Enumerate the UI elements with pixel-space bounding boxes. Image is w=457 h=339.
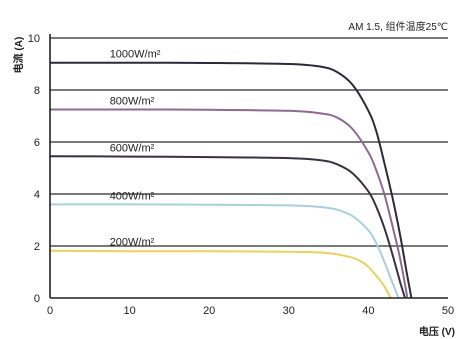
series-line-0 bbox=[50, 63, 411, 298]
x-tick-label: 30 bbox=[283, 305, 295, 317]
series-label-4: 200W/m² bbox=[110, 237, 155, 249]
x-tick-label: 40 bbox=[362, 305, 374, 317]
y-tick-label: 8 bbox=[34, 85, 40, 97]
x-tick-label: 0 bbox=[47, 305, 53, 317]
series-label-1: 800W/m² bbox=[110, 96, 155, 108]
y-tick-label: 2 bbox=[34, 241, 40, 253]
series-line-2 bbox=[50, 156, 405, 298]
x-axis-title: 电压 (V) bbox=[419, 325, 455, 338]
y-tick-label: 10 bbox=[28, 33, 40, 45]
series-line-4 bbox=[50, 251, 391, 298]
chart-annotation: AM 1.5, 组件温度25℃ bbox=[348, 20, 448, 33]
x-tick-label: 10 bbox=[123, 305, 135, 317]
y-tick-label: 6 bbox=[34, 137, 40, 149]
x-tick-label: 50 bbox=[442, 305, 454, 317]
series-label-2: 600W/m² bbox=[110, 142, 155, 154]
x-tick-label: 20 bbox=[203, 305, 215, 317]
y-tick-label: 0 bbox=[34, 293, 40, 305]
y-tick-label: 4 bbox=[34, 189, 40, 201]
series-label-3: 400W/m² bbox=[110, 190, 155, 202]
y-axis-title: 电流 (A) bbox=[12, 37, 25, 74]
series-layer bbox=[50, 63, 411, 298]
axis-layer bbox=[50, 34, 448, 298]
series-label-0: 1000W/m² bbox=[110, 49, 161, 61]
